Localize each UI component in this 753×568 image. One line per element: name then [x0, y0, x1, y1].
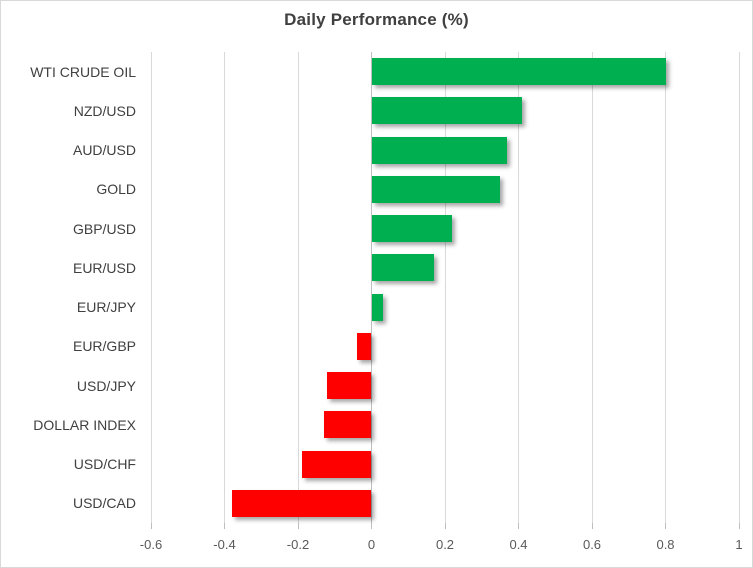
bar-gold [371, 175, 501, 203]
bar-eur-gbp [356, 332, 372, 360]
bar-nzd-usd [371, 97, 523, 125]
bar-usd-chf [301, 450, 372, 478]
x-tick-label-0-8: 0.8 [656, 537, 675, 552]
x-tick-label-0-6: -0.6 [139, 537, 163, 552]
bar-aud-usd [371, 136, 508, 164]
gridline [444, 52, 446, 523]
axis-tick-mark [738, 523, 740, 529]
axis-tick-mark [224, 523, 225, 529]
category-axis: WTI CRUDE OIL NZD/USD AUD/USD GOLD GBP/USD EU… [1, 52, 142, 523]
axis-tick-mark [665, 523, 666, 529]
gridline [297, 52, 299, 523]
axis-tick-mark [591, 523, 593, 529]
category-label-wti-crude-oil: WTI CRUDE OIL [30, 63, 136, 80]
x-tick-label-0: 0 [367, 537, 376, 552]
gridline [224, 52, 225, 523]
category-label-eur-gbp: EUR/GBP [72, 338, 136, 355]
category-label-dollar-index: DOLLAR INDEX [33, 416, 136, 433]
category-label-eur-usd: EUR/USD [72, 259, 136, 276]
category-label-usd-chf: USD/CHF [73, 456, 136, 473]
bar-dollar-index [323, 411, 372, 439]
zero-axis-line [371, 52, 372, 523]
x-tick-label-0-6: 0.6 [582, 537, 602, 552]
axis-tick-mark [297, 523, 299, 529]
category-label-aud-usd: AUD/USD [72, 142, 136, 159]
axis-tick-mark [518, 523, 519, 529]
x-tick-label-0-2: -0.2 [286, 537, 310, 552]
bar-eur-jpy [371, 293, 383, 321]
category-label-usd-jpy: USD/JPY [76, 377, 136, 394]
gridline [518, 52, 519, 523]
bar-eur-usd [371, 254, 434, 282]
x-tick-label-1: 1 [735, 537, 743, 552]
x-tick-label-0-2: 0.2 [435, 537, 455, 552]
bar-usd-cad [231, 489, 372, 517]
bar-wti-crude-oil [371, 58, 666, 86]
category-label-eur-jpy: EUR/JPY [76, 299, 136, 316]
bar-gbp-usd [371, 215, 453, 243]
category-label-gold: GOLD [96, 181, 136, 198]
x-tick-label-0-4: -0.4 [213, 537, 236, 552]
category-label-usd-cad: USD/CAD [72, 495, 136, 512]
axis-tick-mark [444, 523, 446, 529]
axis-tick-mark [150, 523, 152, 529]
gridline [738, 52, 740, 523]
gridline [591, 52, 593, 523]
category-label-gbp-usd: GBP/USD [72, 220, 136, 237]
chart-title: Daily Performance (%) [284, 10, 469, 29]
plot-area [150, 52, 740, 529]
category-label-nzd-usd: NZD/USD [73, 102, 136, 119]
gridline [150, 52, 152, 523]
axis-tick-mark [371, 523, 372, 529]
value-axis: -0.6 -0.4 -0.2 0 0.2 0.4 0.6 0.8 1 [1, 537, 752, 557]
x-tick-label-0-4: 0.4 [509, 537, 528, 552]
bar-usd-jpy [327, 372, 372, 400]
gridline [665, 52, 666, 523]
